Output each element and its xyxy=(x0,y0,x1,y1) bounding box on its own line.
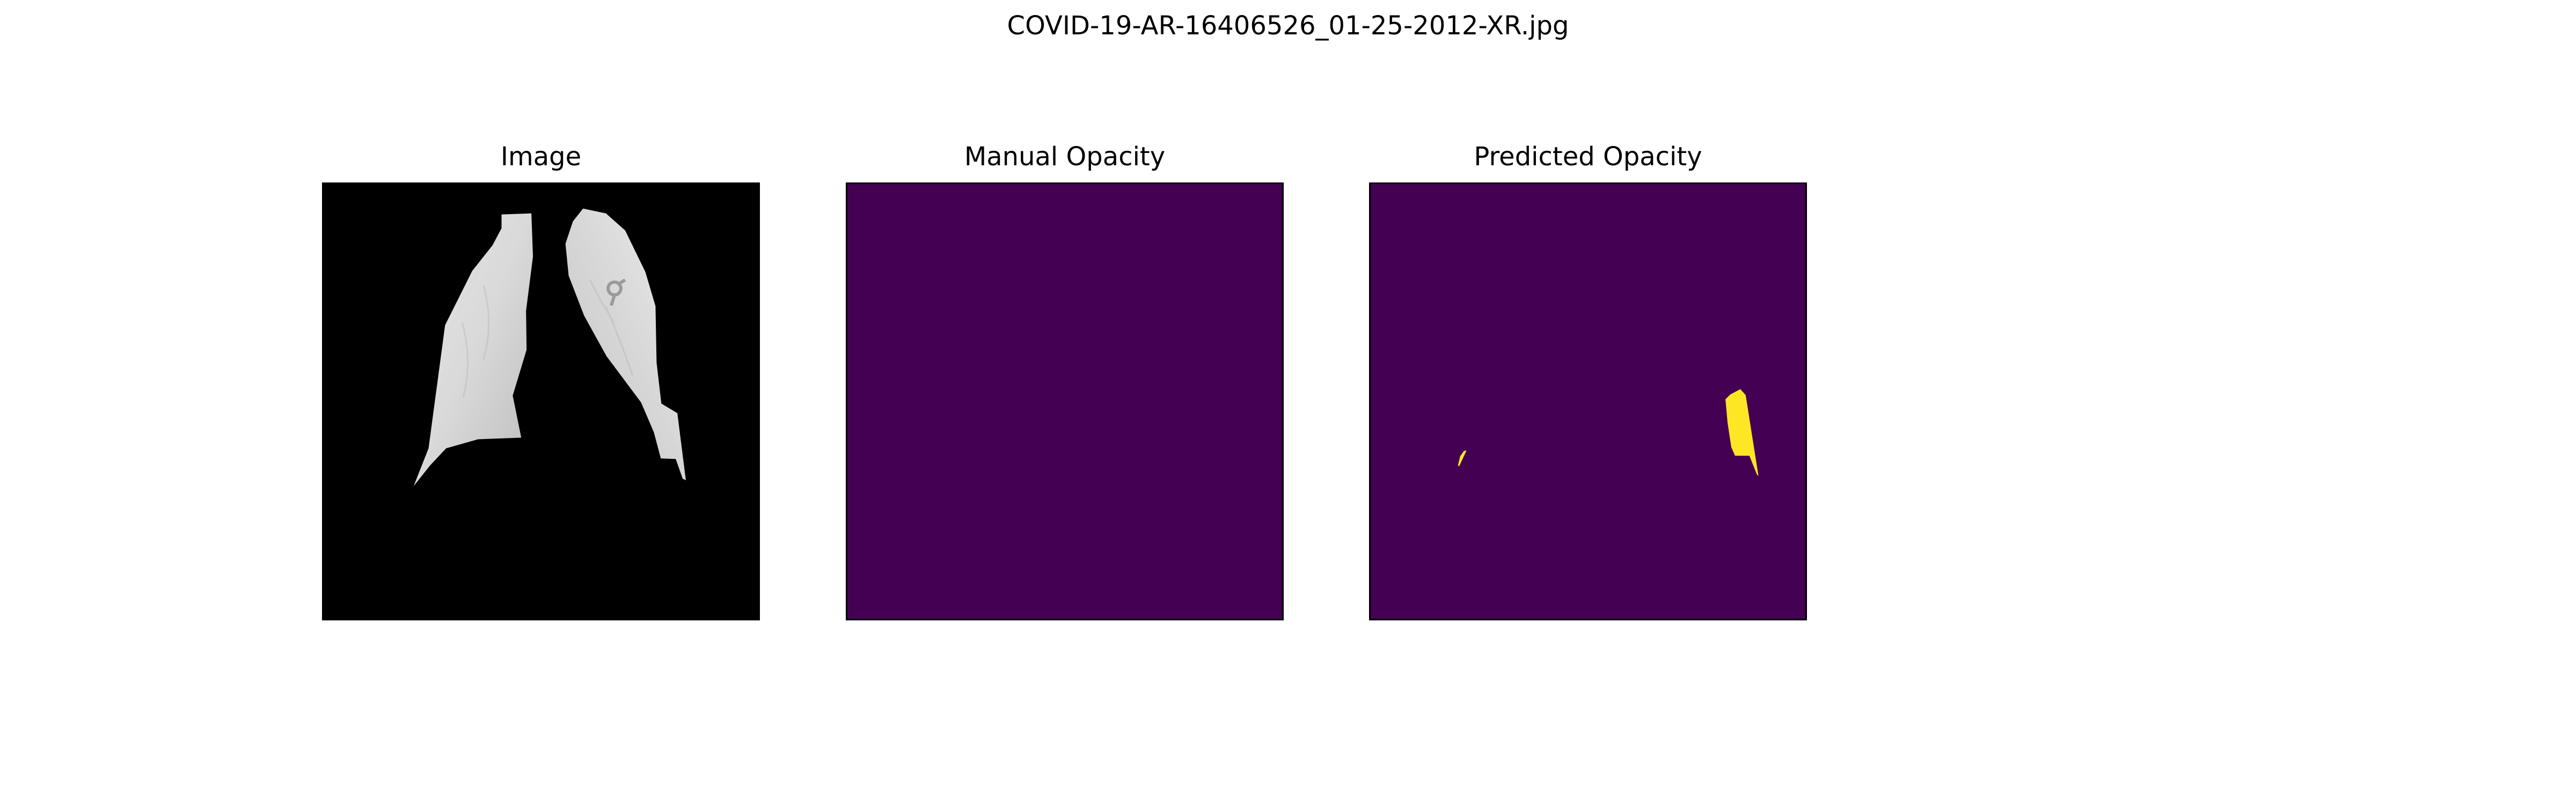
predicted-opacity-region-large xyxy=(1725,389,1759,476)
predicted-opacity-region-small xyxy=(1458,450,1467,467)
lung-right-shape xyxy=(565,208,686,480)
predicted-opacity-mask xyxy=(1371,184,1805,619)
xray-lungs-graphic xyxy=(413,208,686,486)
manual-opacity-mask xyxy=(847,184,1282,619)
xray-image-panel xyxy=(322,182,760,620)
xray-artifact-marker xyxy=(606,279,626,306)
panel-title-image: Image xyxy=(500,142,582,172)
panel-title-predicted-opacity: Predicted Opacity xyxy=(1474,142,1702,172)
manual-opacity-mask-panel xyxy=(846,182,1284,620)
figure-title: COVID-19-AR-16406526_01-25-2012-XR.jpg xyxy=(1007,11,1569,41)
lung-left-shape xyxy=(413,213,533,486)
predicted-opacity-mask-panel xyxy=(1369,182,1807,620)
panel-title-manual-opacity: Manual Opacity xyxy=(964,142,1166,172)
